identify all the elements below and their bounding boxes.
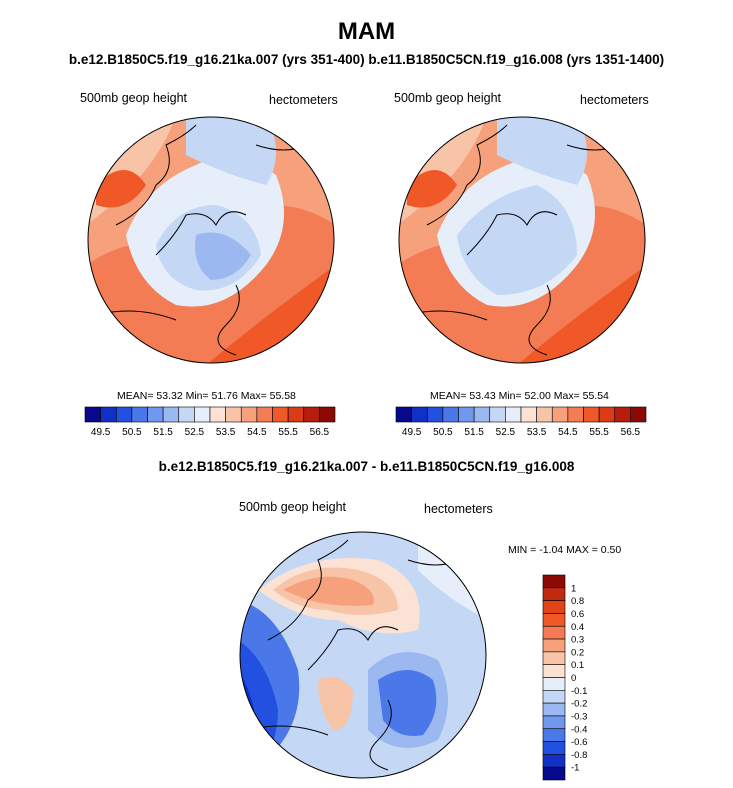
colorbar-2-swatch	[458, 406, 475, 423]
map-panel-1	[87, 116, 335, 364]
colorbar-2-tick-label: 50.5	[433, 427, 453, 438]
colorbar-1-swatch	[272, 406, 289, 423]
colorbar-diff-tick-label: 0.2	[571, 647, 584, 658]
colorbar-diff-tick-label: -0.4	[571, 724, 587, 735]
colorbar-diff-tick-label: 0.1	[571, 660, 584, 671]
panel3-stats: MIN = -1.04 MAX = 0.50	[508, 544, 622, 556]
colorbar-1-swatch	[225, 406, 242, 423]
panel2-variable: 500mb geop height	[394, 91, 502, 105]
colorbar-1-swatch	[319, 406, 336, 423]
colorbar-2-swatch	[442, 406, 459, 423]
panel2-units: hectometers	[580, 93, 649, 107]
colorbar-2-swatch	[395, 406, 412, 423]
colorbar-1-swatch	[240, 406, 258, 423]
colorbar-1-tick-label: 54.5	[247, 427, 267, 438]
colorbar-diff-tick-label: 1	[571, 583, 576, 594]
panel3-variable: 500mb geop height	[239, 500, 347, 514]
panel1-units: hectometers	[269, 93, 338, 107]
colorbar-diff-swatch	[542, 613, 566, 627]
colorbar-diff-tick-label: 0.8	[571, 596, 584, 607]
colorbar-diff-swatch	[542, 651, 566, 665]
panel3-units: hectometers	[424, 502, 493, 516]
colorbar-2-swatch	[520, 406, 537, 423]
colorbar-diff-tick-label: 0.6	[571, 609, 584, 620]
colorbar-difference: 1 0.8 0.6 0.4 0.30.2 0.1 0 -0.1 -0.2-0.3 -0.4 -0.6…	[542, 574, 587, 781]
colorbar-diff-tick-label: 0.4	[571, 622, 584, 633]
colorbar-diff-swatch	[542, 638, 566, 653]
panel1-stats: MEAN= 53.32 Min= 51.76 Max= 55.58	[117, 390, 296, 402]
colorbar-2-swatch	[489, 406, 506, 423]
colorbar-1-tick-label: 50.5	[122, 427, 142, 438]
colorbar-diff-swatch	[542, 741, 566, 755]
colorbar-diff-tick-label: -1	[571, 763, 579, 774]
colorbar-panel-2: 49.5 50.5 51.5 52.5 53.5 54.5 55.5 56.5	[395, 406, 647, 438]
colorbar-1-swatch	[178, 406, 195, 423]
colorbar-1-swatch	[147, 406, 164, 423]
colorbar-2-swatch	[630, 406, 647, 423]
colorbar-2-tick-label: 55.5	[589, 427, 609, 438]
plot-title: MAM	[337, 18, 396, 45]
colorbar-1-swatch	[209, 406, 226, 423]
colorbar-diff-tick-label: -0.1	[571, 686, 587, 697]
colorbar-diff-swatch	[542, 677, 566, 691]
colorbar-1-swatch	[162, 406, 180, 423]
colorbar-diff-swatch	[542, 625, 566, 640]
colorbar-diff-swatch	[542, 690, 566, 704]
colorbar-2-swatch	[598, 406, 616, 423]
colorbar-1-swatch	[131, 406, 148, 423]
colorbar-2-swatch	[411, 406, 428, 423]
colorbar-diff-swatch	[542, 664, 566, 678]
colorbar-diff-swatch	[542, 574, 566, 589]
colorbar-1-tick-label: 55.5	[278, 427, 298, 438]
colorbar-diff-tick-label: -0.6	[571, 737, 587, 748]
colorbar-2-swatch	[567, 406, 584, 423]
colorbar-diff-swatch	[542, 702, 566, 717]
colorbar-diff-tick-label: -0.3	[571, 711, 587, 722]
colorbar-1-swatch	[287, 406, 305, 423]
colorbar-1-tick-label: 51.5	[153, 427, 173, 438]
colorbar-diff-swatch	[542, 728, 566, 742]
colorbar-1-tick-label: 49.5	[91, 427, 111, 438]
colorbar-2-swatch	[583, 406, 600, 423]
colorbar-1-swatch	[256, 406, 273, 423]
colorbar-diff-tick-label: -0.2	[571, 699, 587, 710]
colorbar-1-tick-label: 56.5	[310, 427, 330, 438]
colorbar-2-tick-label: 49.5	[402, 427, 422, 438]
panel1-variable: 500mb geop height	[80, 91, 188, 105]
colorbar-2-swatch	[536, 406, 553, 423]
colorbar-2-tick-label: 54.5	[558, 427, 578, 438]
colorbar-2-swatch	[473, 406, 491, 423]
map-panel-3-difference	[239, 531, 487, 779]
colorbar-panel-1: 49.5 50.5 51.5 52.5 53.5 54.5 55.5 56.5	[84, 406, 336, 438]
colorbar-2-tick-label: 51.5	[464, 427, 484, 438]
colorbar-2-swatch	[426, 406, 444, 423]
colorbar-diff-swatch	[542, 766, 566, 781]
colorbar-2-swatch	[505, 406, 522, 423]
colorbar-2-swatch	[614, 406, 631, 423]
colorbar-diff-swatch	[542, 754, 566, 768]
colorbar-diff-tick-label: -0.8	[571, 750, 587, 761]
colorbar-2-tick-label: 53.5	[527, 427, 547, 438]
colorbar-diff-tick-label: 0.3	[571, 635, 584, 646]
top-subtitle: b.e12.B1850C5.f19_g16.21ka.007 (yrs 351-…	[68, 52, 665, 67]
colorbar-1-swatch	[100, 406, 117, 423]
colorbar-diff-tick-label: 0	[571, 673, 576, 684]
panel2-stats: MEAN= 53.43 Min= 52.00 Max= 55.54	[430, 390, 609, 402]
colorbar-1-swatch	[303, 406, 320, 423]
colorbar-diff-swatch	[542, 715, 566, 730]
colorbar-2-tick-label: 52.5	[496, 427, 516, 438]
colorbar-2-tick-label: 56.5	[621, 427, 641, 438]
colorbar-diff-swatch	[542, 600, 566, 614]
colorbar-1-tick-label: 53.5	[216, 427, 236, 438]
colorbar-1-tick-label: 52.5	[185, 427, 205, 438]
colorbar-diff-swatch	[542, 587, 566, 601]
colorbar-2-swatch	[551, 406, 569, 423]
difference-subtitle: b.e12.B1850C5.f19_g16.21ka.007 - b.e11.B…	[158, 459, 575, 474]
map-panel-2	[398, 116, 646, 364]
colorbar-1-swatch	[194, 406, 211, 423]
colorbar-1-swatch	[115, 406, 133, 423]
colorbar-1-swatch	[84, 406, 101, 423]
